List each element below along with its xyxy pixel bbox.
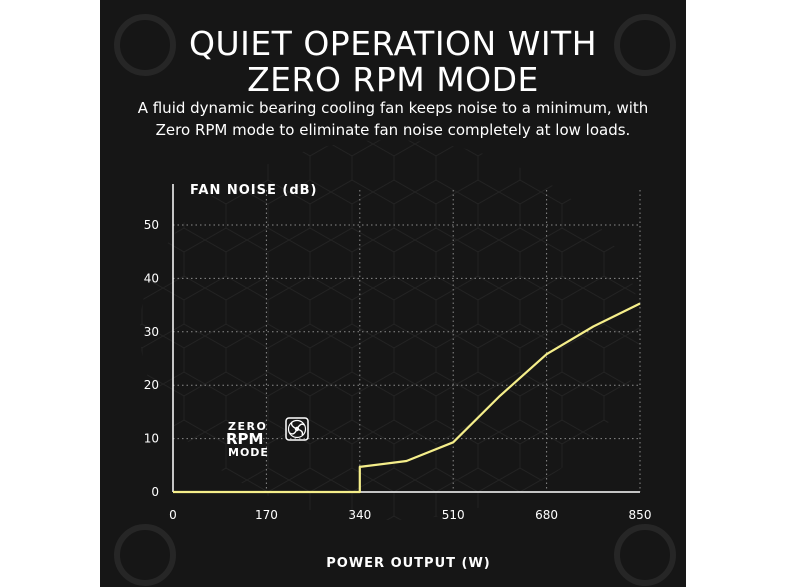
badge-line-rpm: RPM [226, 430, 263, 448]
zero-rpm-badge: ZERO RPM MODE [226, 417, 309, 459]
x-axis-title: POWER OUTPUT (W) [326, 556, 491, 571]
fan-noise-chart: 0 10 20 30 40 50 0 170 340 510 680 850 FAN NOISE (… [144, 183, 652, 571]
horizontal-gridlines [173, 224, 640, 440]
title-line-1: QUIET OPERATION WITH [188, 24, 598, 63]
description-line-1: A fluid dynamic bearing cooling fan keep… [137, 99, 649, 117]
x-tick-label: 340 [348, 508, 371, 522]
x-tick-label: 0 [169, 508, 177, 522]
y-tick-label: 40 [144, 271, 159, 285]
x-tick-labels: 0 170 340 510 680 850 [169, 508, 651, 522]
description-line-2: Zero RPM mode to eliminate fan noise com… [155, 121, 631, 139]
vertical-gridlines [265, 190, 641, 492]
x-tick-label: 850 [629, 508, 652, 522]
fan-noise-series-line [173, 302, 641, 494]
description: A fluid dynamic bearing cooling fan keep… [120, 97, 666, 141]
page-title: QUIET OPERATION WITH ZERO RPM MODE [100, 26, 686, 98]
y-axis-title: FAN NOISE (dB) [190, 183, 318, 198]
x-tick-label: 680 [535, 508, 558, 522]
badge-line-mode: MODE [228, 446, 269, 459]
infographic-panel: QUIET OPERATION WITH ZERO RPM MODE A flu… [100, 0, 686, 587]
y-tick-label: 0 [151, 485, 159, 499]
x-tick-label: 510 [442, 508, 465, 522]
y-tick-label: 30 [144, 325, 159, 339]
background-pattern [100, 0, 686, 587]
y-tick-labels: 0 10 20 30 40 50 [144, 218, 159, 499]
badge-line-zero: ZERO [228, 420, 267, 433]
fan-icon [285, 417, 309, 441]
y-tick-label: 20 [144, 378, 159, 392]
y-tick-label: 50 [144, 218, 159, 232]
title-line-2: ZERO RPM MODE [247, 60, 539, 99]
x-tick-label: 170 [255, 508, 278, 522]
y-tick-label: 10 [144, 432, 159, 446]
